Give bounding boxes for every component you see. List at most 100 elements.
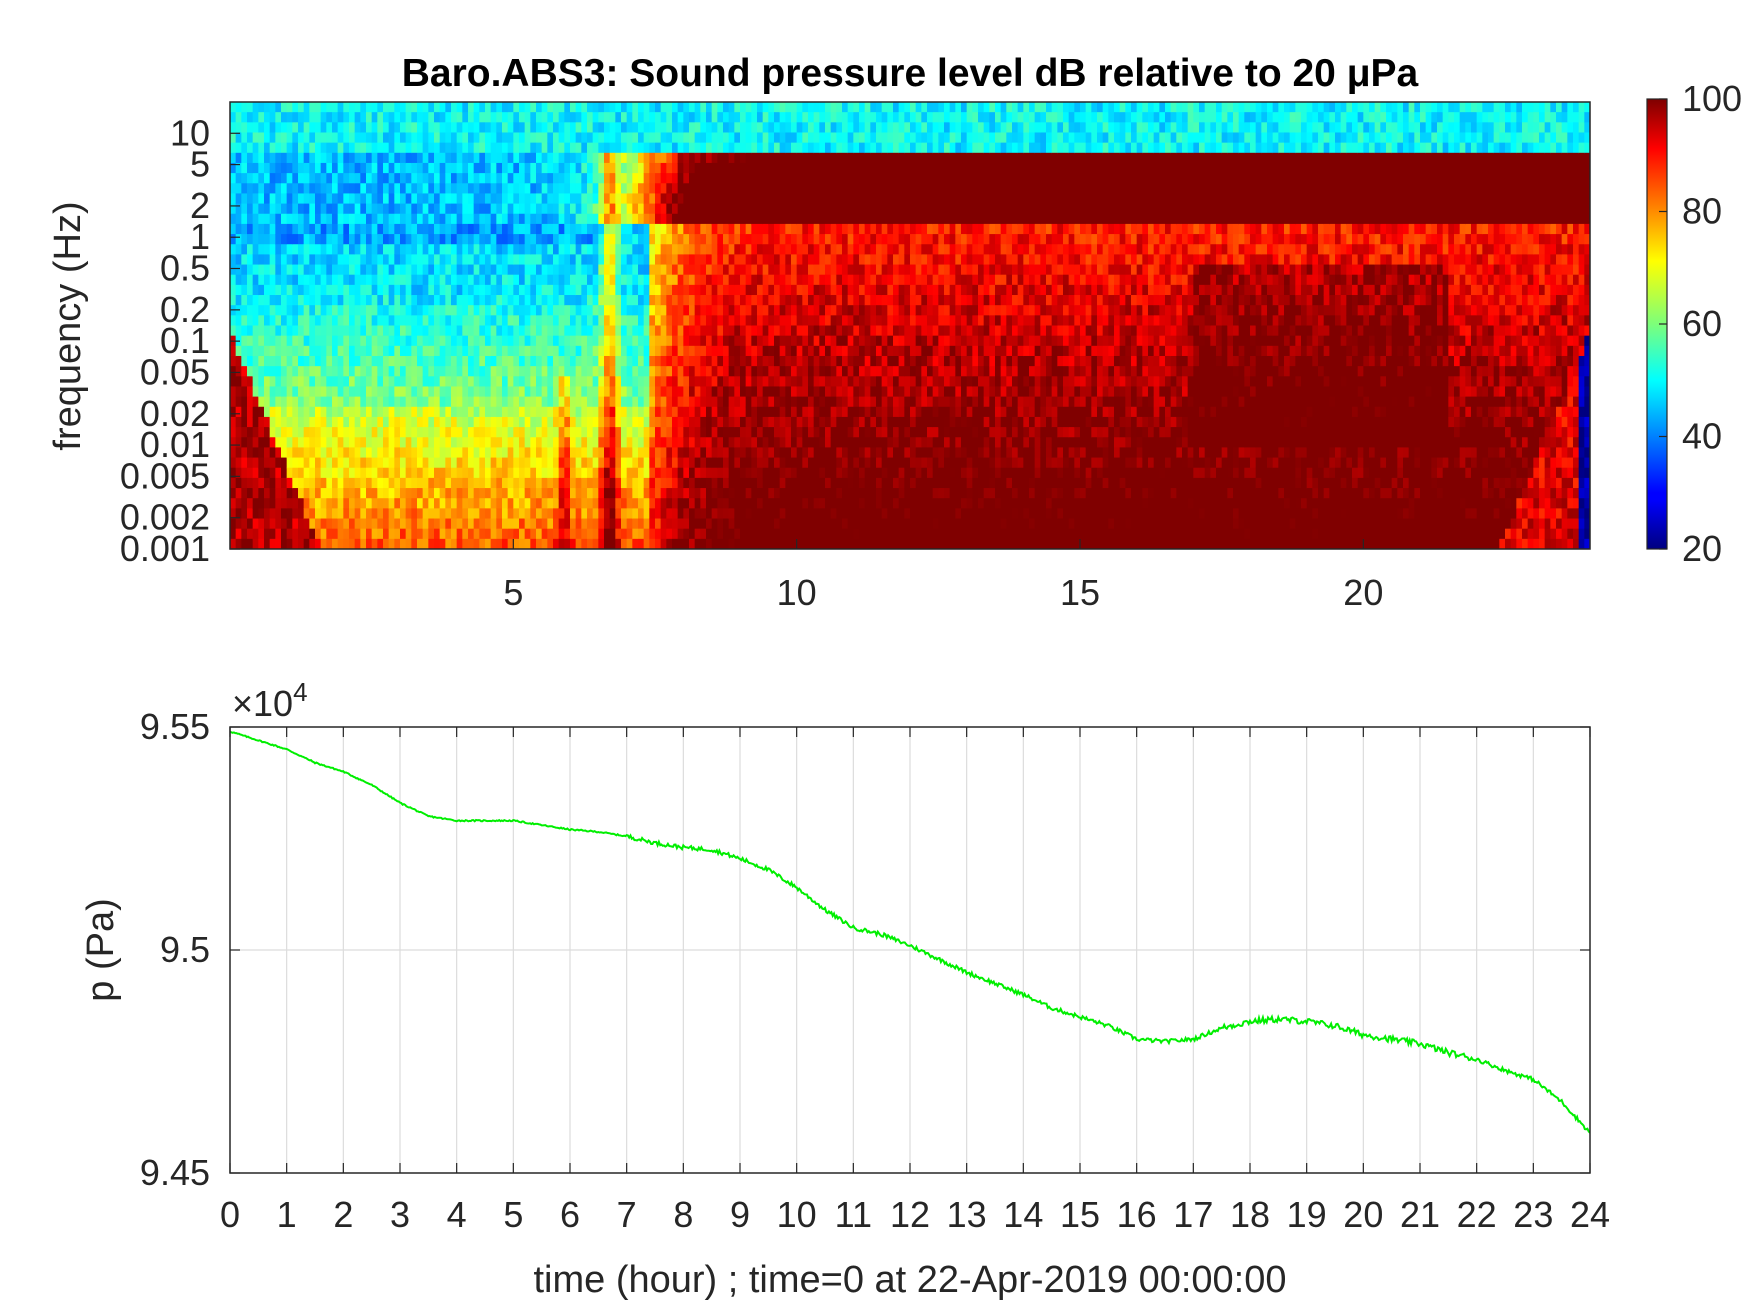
spectrogram-cell [689,437,696,449]
spectrogram-cell [768,427,775,438]
spectrogram-cell [643,488,650,499]
spectrogram-cell [235,173,242,184]
spectrogram-cell [394,295,401,306]
spectrogram-cell [592,467,599,479]
spectrogram-cell [757,427,764,438]
spectrogram-cell [377,223,384,235]
spectrogram-cell [513,223,520,235]
spectrogram-cell [485,173,492,184]
spectrogram-cell [779,467,786,479]
spectrogram-cell [371,345,378,357]
spectrogram-cell [541,173,548,184]
spectrogram-cell [796,457,803,469]
spectrogram-cell [711,325,718,337]
spectrogram-cell [677,508,684,520]
spectrogram-cell [740,508,747,520]
spectrogram-cell [298,488,305,499]
spectrogram-cell [723,437,730,449]
spectrogram-cell [570,193,577,205]
spectrogram-cell [740,335,747,347]
spectrogram-cell [394,467,401,479]
spectrogram-cell [615,193,622,205]
spectrogram-cell [864,345,871,357]
spectrogram-cell [377,244,384,255]
spectrogram-cell [819,437,826,449]
spectrogram-cell [337,315,344,327]
spectrogram-cell [825,488,832,499]
spectrogram-cell [417,102,424,113]
spectrogram-cell [502,305,509,316]
spectrogram-cell [632,396,639,408]
spectrogram-cell [326,498,333,509]
spectrogram-cell [326,132,333,144]
spectrogram-cell [615,498,622,509]
spectrogram-cell [740,234,747,245]
spectrogram-cell [394,173,401,184]
spectrogram-cell [626,406,633,418]
spectrogram-cell [303,112,310,123]
spectrogram-cell [241,264,248,276]
spectrogram-cell [524,295,531,306]
spectrogram-cell [411,498,418,509]
spectrogram-cell [615,406,622,418]
spectrogram-cell [768,355,775,367]
spectrogram-cell [689,213,696,225]
spectrogram-cell [258,376,265,388]
spectrogram-cell [632,477,639,489]
spectrogram-cell [774,508,781,520]
spectrogram-cell [762,173,769,184]
spectrogram-cell [428,477,435,489]
spectrogram-cell [819,132,826,144]
spectrogram-cell [524,305,531,316]
spectrogram-cell [717,234,724,245]
spectrogram-cell [451,264,458,276]
spectrogram-cell [740,122,747,134]
spectrogram-cell [502,315,509,327]
spectrogram-cell [621,132,628,144]
spectrogram-cell [796,284,803,296]
spectrogram-cell [377,122,384,134]
spectrogram-cell [604,457,611,469]
spectrogram-cell [694,376,701,388]
spectrogram-cell [371,122,378,134]
spectrogram-cell [400,274,407,286]
spectrogram-cell [666,406,673,418]
spectrogram-cell [490,477,497,489]
spectrogram-cell [456,264,463,276]
spectrogram-cell [496,345,503,357]
spectrogram-cell [717,477,724,489]
spectrogram-cell [683,488,690,499]
spectrogram-cell [434,518,441,530]
spectrogram-cell [320,213,327,225]
spectrogram-cell [604,345,611,357]
spectrogram-cell [723,498,730,509]
spectrogram-cell [870,142,877,154]
spectrogram-cell [377,264,384,276]
spectrogram-cell [700,142,707,154]
spectrogram-cell [354,477,361,489]
spectrogram-cell [349,427,356,438]
spectrogram-cell [524,112,531,123]
spectrogram-cell [541,508,548,520]
spectrogram-cell [275,396,282,408]
spectrogram-cell [796,467,803,479]
spectrogram-cell [326,477,333,489]
spectrogram-cell [241,538,248,549]
spectrogram-cell [819,528,826,540]
spectrogram-cell [643,183,650,195]
spectrogram-cell [275,122,282,134]
spectrogram-cell [462,244,469,255]
spectrogram-cell [315,457,322,469]
spectrogram-cell [303,244,310,255]
spectrogram-cell [337,498,344,509]
spectrogram-cell [762,264,769,276]
spectrogram-cell [383,437,390,449]
spectrogram-cell [717,305,724,316]
spectrogram-cell [830,498,837,509]
spectrogram-cell [564,345,571,357]
spectrogram-cell [337,538,344,549]
spectrogram-cell [853,244,860,255]
spectrogram-cell [626,315,633,327]
spectrogram-cell [621,386,628,398]
spectrogram-cell [587,528,594,540]
